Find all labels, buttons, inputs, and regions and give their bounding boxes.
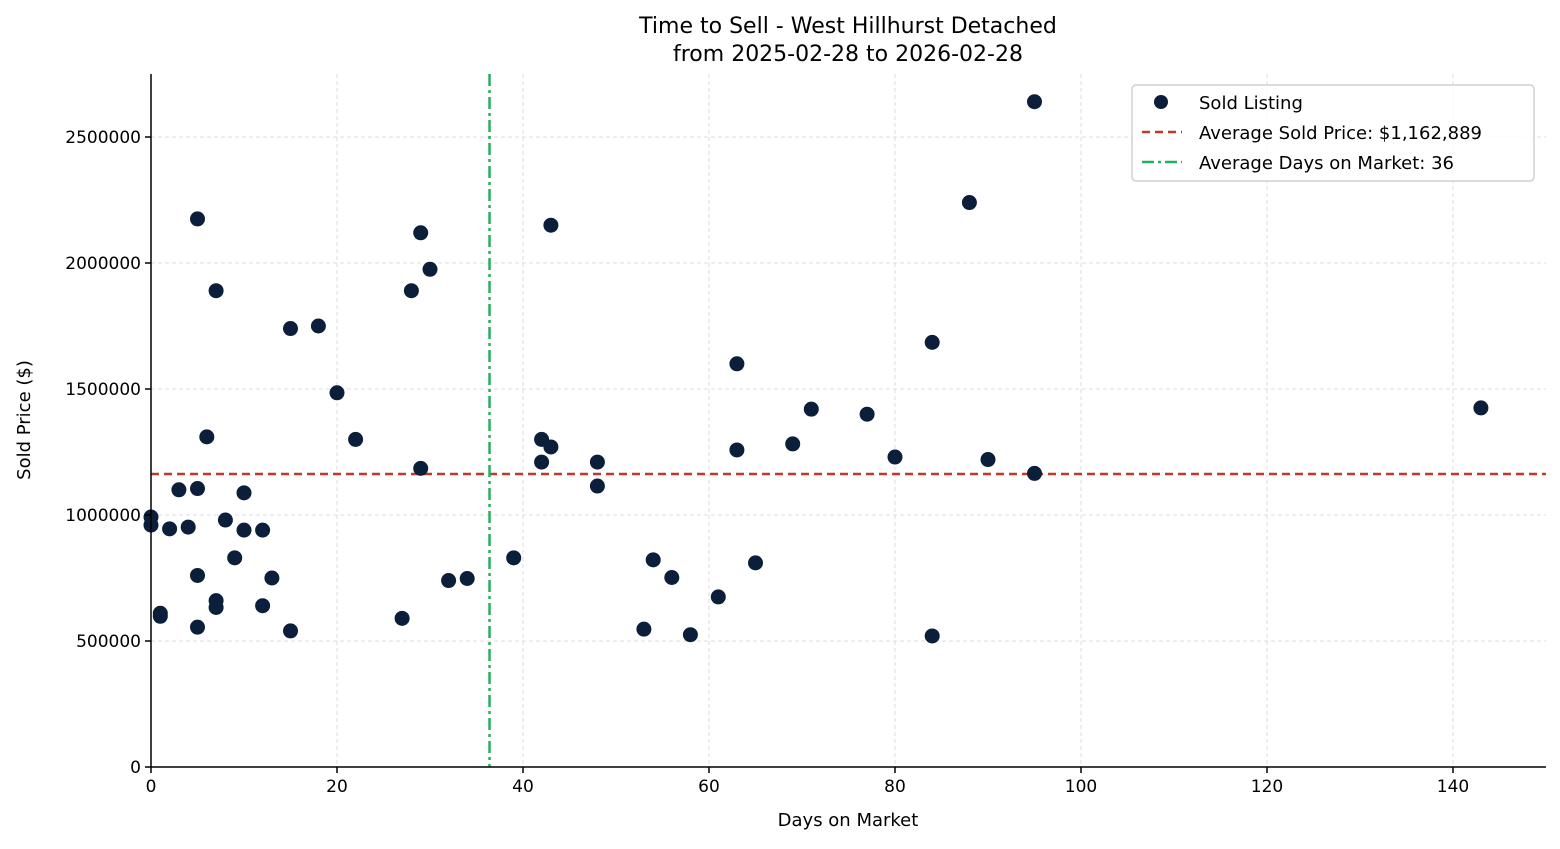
data-point [924, 628, 940, 644]
data-point [255, 522, 271, 538]
data-point [329, 385, 345, 401]
data-point [152, 608, 168, 624]
reference-lines [151, 74, 1546, 767]
y-tick-label: 2000000 [65, 254, 141, 274]
data-point [255, 598, 271, 614]
data-point [348, 431, 364, 447]
chart-title: Time to Sell - West Hillhurst Detached [638, 14, 1057, 39]
data-point [1473, 400, 1489, 416]
data-point [190, 481, 205, 497]
chart-subtitle: from 2025-02-28 to 2026-02-28 [673, 42, 1023, 67]
x-tick-label: 140 [1437, 777, 1469, 797]
data-point [459, 571, 475, 587]
x-tick-label: 60 [698, 777, 720, 797]
y-tick-label: 1500000 [65, 380, 141, 400]
data-point [729, 356, 745, 372]
legend-label-avg-days: Average Days on Market: 36 [1199, 153, 1454, 174]
x-tick-label: 0 [146, 777, 157, 797]
data-point [394, 610, 410, 626]
data-point [924, 334, 940, 350]
data-point [710, 589, 726, 605]
data-point [208, 599, 224, 615]
legend-box [1131, 84, 1535, 182]
x-tick-label: 40 [512, 777, 534, 797]
data-point [748, 555, 763, 571]
y-tick-label: 2500000 [65, 128, 141, 148]
data-points [143, 94, 1489, 644]
data-point [785, 436, 801, 452]
data-point [413, 225, 429, 241]
legend-label-sold: Sold Listing [1199, 93, 1303, 114]
data-point [961, 195, 977, 211]
data-point [171, 482, 187, 498]
axes: 0 20 40 60 80 100 120 140 0 500000 1000000 1500000 2… [65, 74, 1546, 797]
data-point [534, 454, 550, 470]
data-point [162, 521, 178, 537]
data-point [1027, 465, 1042, 481]
data-point [236, 485, 252, 501]
data-point [199, 429, 215, 445]
x-tick-label: 80 [884, 777, 906, 797]
data-point [664, 569, 680, 585]
data-point [1027, 94, 1042, 110]
data-point [645, 552, 661, 568]
data-point [980, 452, 996, 468]
data-point [803, 401, 819, 417]
data-point [190, 211, 205, 227]
data-point [217, 512, 233, 528]
data-point [190, 619, 205, 635]
data-point [543, 439, 559, 455]
data-point [636, 621, 652, 637]
data-point [859, 406, 875, 422]
data-point [543, 217, 559, 233]
data-point [236, 522, 252, 538]
data-point [506, 550, 522, 566]
data-point [264, 570, 280, 586]
data-point [403, 283, 419, 299]
x-axis-label: Days on Market [778, 810, 919, 831]
legend: Sold Listing Average Sold Price: $1,162,… [1131, 84, 1535, 182]
data-point [227, 550, 243, 566]
x-tick-label: 20 [326, 777, 348, 797]
y-tick-label: 0 [130, 758, 141, 778]
legend-label-avg-price: Average Sold Price: $1,162,889 [1199, 123, 1482, 144]
data-point [310, 318, 326, 334]
y-tick-label: 1000000 [65, 506, 141, 526]
data-point [729, 442, 745, 458]
data-point [283, 321, 298, 337]
x-tick-label: 120 [1251, 777, 1283, 797]
data-point [589, 454, 605, 470]
data-point [283, 623, 298, 639]
data-point [190, 567, 205, 583]
data-point [682, 627, 698, 643]
data-point [887, 449, 903, 465]
data-point [180, 519, 196, 535]
y-axis-label: Sold Price ($) [14, 360, 35, 480]
x-tick-label: 100 [1065, 777, 1097, 797]
data-point [589, 478, 605, 494]
y-tick-label: 500000 [76, 632, 141, 652]
legend-marker-sold [1154, 95, 1168, 109]
data-point [413, 460, 429, 476]
data-point [208, 283, 224, 299]
data-point [422, 261, 438, 277]
data-point [441, 573, 457, 589]
